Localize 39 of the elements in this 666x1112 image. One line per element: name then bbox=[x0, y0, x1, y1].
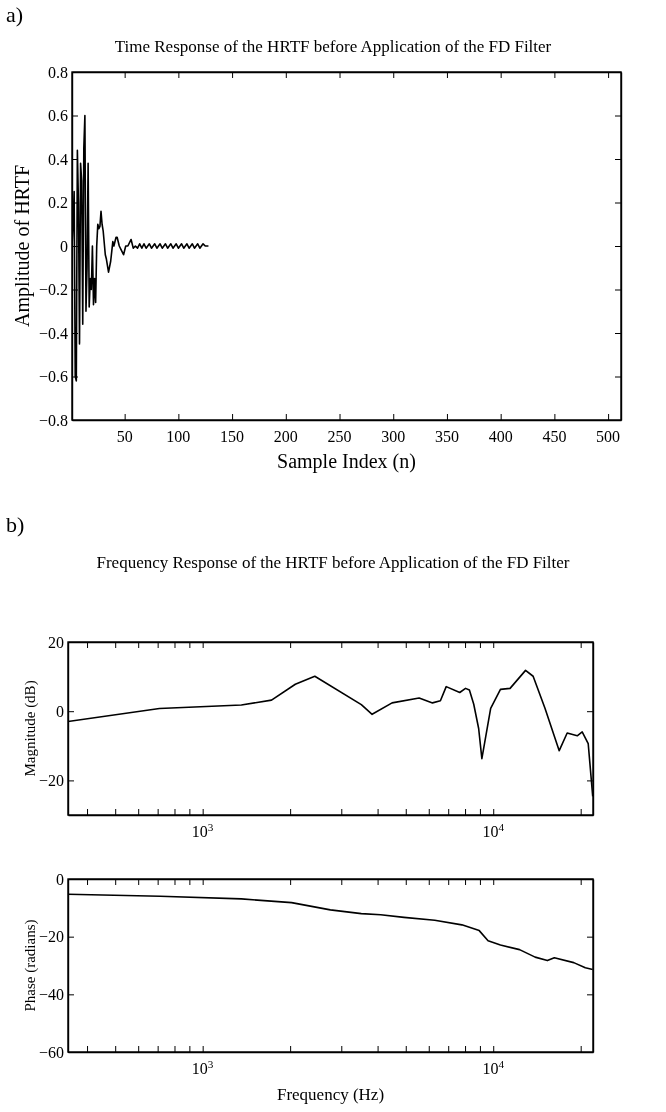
x-tick-label: 10$^{3}$ bbox=[191, 821, 214, 840]
x-tick-label: 250 bbox=[327, 428, 352, 445]
chart-title: Frequency Response of the HRTF before Application of the FD Filter bbox=[96, 553, 570, 572]
y-tick-label: 0.2 bbox=[48, 194, 68, 212]
y-tick-label: −40 bbox=[38, 985, 64, 1003]
x-tick-label: 400 bbox=[488, 428, 513, 445]
y-tick-label: 0 bbox=[60, 237, 68, 255]
x-tick-label: 10$^{4}$ bbox=[482, 821, 505, 840]
chart-title: Time Response of the HRTF before Application of the FD Filter bbox=[114, 37, 552, 56]
y-tick-label: −0.4 bbox=[38, 324, 68, 342]
y-axis-title: Amplitude of HRTF bbox=[11, 164, 34, 328]
y-tick-label: 0.4 bbox=[48, 150, 68, 168]
y-tick-label: −0.6 bbox=[38, 368, 68, 386]
x-tick-label: 10$^{3}$ bbox=[191, 1058, 214, 1077]
y-tick-label: 0 bbox=[56, 702, 64, 720]
x-tick-label: 10$^{4}$ bbox=[482, 1058, 505, 1077]
x-axis-title: Sample Index (n) bbox=[277, 450, 416, 473]
y-tick-label: −20 bbox=[38, 928, 64, 946]
y-tick-label: 0.6 bbox=[48, 107, 68, 125]
y-tick-label: 0 bbox=[56, 870, 64, 888]
y-tick-label: −0.2 bbox=[38, 281, 68, 299]
x-tick-label: 50 bbox=[116, 428, 133, 445]
y-axis-title: Magnitude (dB) bbox=[22, 680, 40, 777]
x-tick-label: 200 bbox=[273, 428, 298, 445]
y-tick-label: 0.8 bbox=[48, 63, 68, 81]
x-tick-label: 350 bbox=[434, 428, 459, 445]
y-axis-title: Phase (radians) bbox=[22, 919, 40, 1012]
text: a) bbox=[6, 2, 24, 27]
x-tick-label: 500 bbox=[596, 428, 621, 445]
x-tick-label: 100 bbox=[166, 428, 191, 445]
y-tick-label: −60 bbox=[38, 1043, 64, 1061]
text: b) bbox=[6, 512, 25, 537]
x-tick-label: 450 bbox=[542, 428, 567, 445]
y-tick-label: −0.8 bbox=[38, 411, 68, 429]
x-tick-label: 300 bbox=[381, 428, 406, 445]
x-tick-label: 150 bbox=[220, 428, 245, 445]
x-axis-title: Frequency (Hz) bbox=[276, 1085, 385, 1104]
y-tick-label: −20 bbox=[38, 772, 64, 790]
y-tick-label: 20 bbox=[48, 633, 64, 651]
